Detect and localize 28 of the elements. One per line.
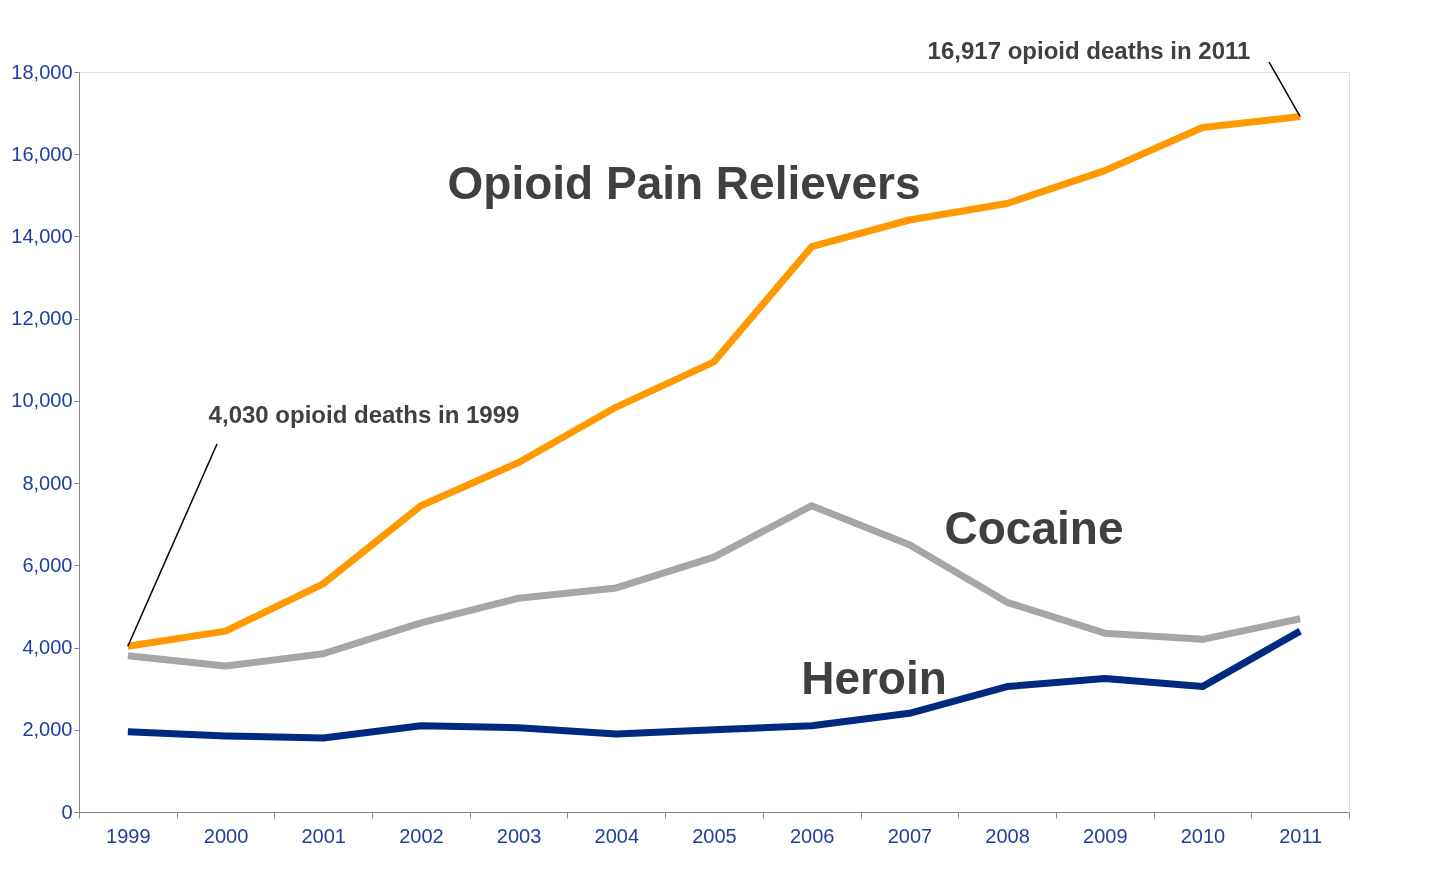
y-tick-label: 14,000 <box>11 224 73 247</box>
x-tick-label: 2002 <box>399 824 444 847</box>
x-tick-label: 2000 <box>203 824 249 847</box>
y-tick-label: 18,000 <box>11 60 73 83</box>
x-tick-label: 2003 <box>496 824 542 847</box>
y-tick-label: 12,000 <box>11 307 73 330</box>
y-tick-label: 10,000 <box>11 389 73 412</box>
x-tick-label: 2008 <box>985 824 1030 847</box>
x-tick-label: 2001 <box>301 824 346 847</box>
x-tick-label: 2004 <box>594 824 640 847</box>
annotation: 16,917 opioid deaths in 2011 <box>927 37 1251 64</box>
y-tick-label: 8,000 <box>22 471 73 494</box>
x-tick-label: 2007 <box>887 824 933 847</box>
y-tick-label: 2,000 <box>22 718 73 741</box>
y-tick-label: 4,000 <box>22 636 73 659</box>
x-tick-label: 2006 <box>789 824 835 847</box>
y-tick-label: 0 <box>61 800 73 823</box>
series-label: Opioid Pain Relievers <box>447 157 921 209</box>
x-tick-label: 2005 <box>692 824 737 847</box>
annotation: 4,030 opioid deaths in 1999 <box>208 401 520 428</box>
y-tick-label: 16,000 <box>11 142 73 165</box>
y-tick-label: 6,000 <box>22 553 73 576</box>
series-label: Cocaine <box>944 502 1124 554</box>
x-tick-label: 2009 <box>1083 824 1128 847</box>
x-tick-label: 1999 <box>106 824 151 847</box>
series-label: Heroin <box>801 652 947 704</box>
x-tick-label: 2010 <box>1180 824 1226 847</box>
x-tick-label: 2011 <box>1279 824 1323 847</box>
